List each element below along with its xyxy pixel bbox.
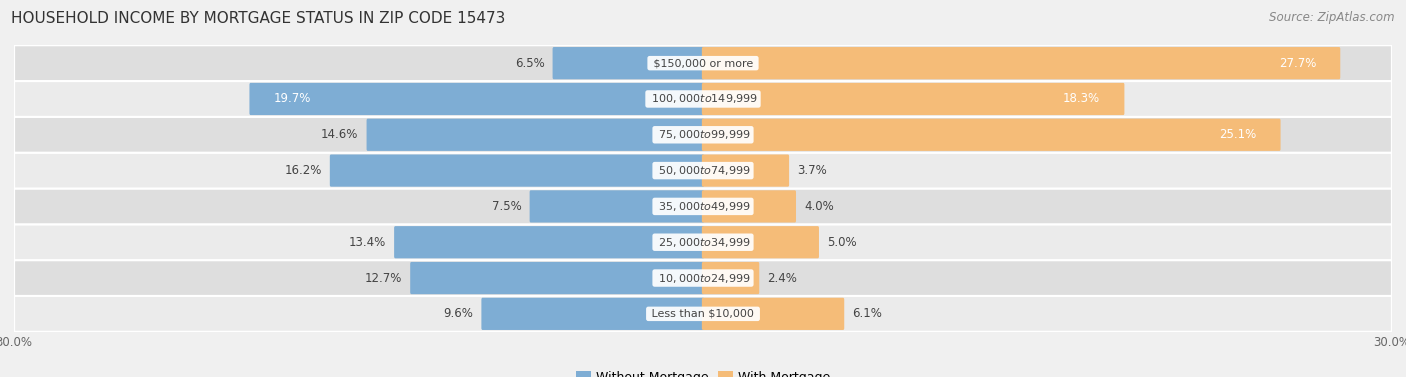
FancyBboxPatch shape bbox=[411, 262, 704, 294]
FancyBboxPatch shape bbox=[14, 260, 1392, 296]
Text: 18.3%: 18.3% bbox=[1063, 92, 1101, 106]
Text: 16.2%: 16.2% bbox=[284, 164, 322, 177]
Text: 14.6%: 14.6% bbox=[321, 128, 359, 141]
FancyBboxPatch shape bbox=[14, 296, 1392, 332]
Text: 9.6%: 9.6% bbox=[443, 307, 474, 320]
Text: 27.7%: 27.7% bbox=[1279, 57, 1316, 70]
Text: Source: ZipAtlas.com: Source: ZipAtlas.com bbox=[1270, 11, 1395, 24]
FancyBboxPatch shape bbox=[249, 83, 704, 115]
Text: 6.1%: 6.1% bbox=[852, 307, 882, 320]
FancyBboxPatch shape bbox=[553, 47, 704, 79]
FancyBboxPatch shape bbox=[530, 190, 704, 222]
FancyBboxPatch shape bbox=[14, 188, 1392, 224]
Text: $10,000 to $24,999: $10,000 to $24,999 bbox=[655, 271, 751, 285]
Text: $150,000 or more: $150,000 or more bbox=[650, 58, 756, 68]
Text: HOUSEHOLD INCOME BY MORTGAGE STATUS IN ZIP CODE 15473: HOUSEHOLD INCOME BY MORTGAGE STATUS IN Z… bbox=[11, 11, 506, 26]
FancyBboxPatch shape bbox=[14, 45, 1392, 81]
Text: 3.7%: 3.7% bbox=[797, 164, 827, 177]
Text: $35,000 to $49,999: $35,000 to $49,999 bbox=[655, 200, 751, 213]
FancyBboxPatch shape bbox=[330, 155, 704, 187]
Text: 12.7%: 12.7% bbox=[364, 271, 402, 285]
Text: 6.5%: 6.5% bbox=[515, 57, 544, 70]
Text: 2.4%: 2.4% bbox=[768, 271, 797, 285]
FancyBboxPatch shape bbox=[14, 224, 1392, 260]
Text: $100,000 to $149,999: $100,000 to $149,999 bbox=[648, 92, 758, 106]
Text: 13.4%: 13.4% bbox=[349, 236, 387, 249]
FancyBboxPatch shape bbox=[702, 47, 1340, 79]
FancyBboxPatch shape bbox=[14, 153, 1392, 188]
FancyBboxPatch shape bbox=[702, 298, 844, 330]
FancyBboxPatch shape bbox=[367, 119, 704, 151]
Text: $75,000 to $99,999: $75,000 to $99,999 bbox=[655, 128, 751, 141]
FancyBboxPatch shape bbox=[702, 190, 796, 222]
FancyBboxPatch shape bbox=[481, 298, 704, 330]
Text: 5.0%: 5.0% bbox=[827, 236, 856, 249]
FancyBboxPatch shape bbox=[702, 262, 759, 294]
FancyBboxPatch shape bbox=[14, 81, 1392, 117]
Text: $25,000 to $34,999: $25,000 to $34,999 bbox=[655, 236, 751, 249]
FancyBboxPatch shape bbox=[702, 83, 1125, 115]
Text: 25.1%: 25.1% bbox=[1219, 128, 1257, 141]
FancyBboxPatch shape bbox=[702, 226, 818, 258]
FancyBboxPatch shape bbox=[702, 119, 1281, 151]
FancyBboxPatch shape bbox=[394, 226, 704, 258]
Text: Less than $10,000: Less than $10,000 bbox=[648, 309, 758, 319]
Legend: Without Mortgage, With Mortgage: Without Mortgage, With Mortgage bbox=[571, 366, 835, 377]
Text: 7.5%: 7.5% bbox=[492, 200, 522, 213]
Text: 4.0%: 4.0% bbox=[804, 200, 834, 213]
FancyBboxPatch shape bbox=[702, 155, 789, 187]
Text: $50,000 to $74,999: $50,000 to $74,999 bbox=[655, 164, 751, 177]
Text: 19.7%: 19.7% bbox=[274, 92, 311, 106]
FancyBboxPatch shape bbox=[14, 117, 1392, 153]
